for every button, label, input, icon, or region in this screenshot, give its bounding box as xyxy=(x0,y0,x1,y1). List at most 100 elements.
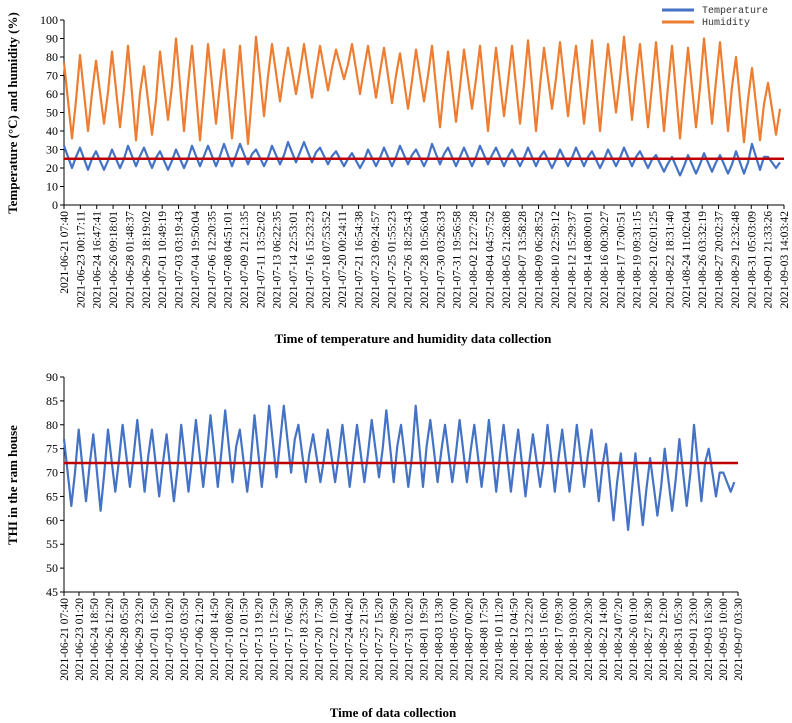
chart2-y-tick-label: 60 xyxy=(46,513,58,527)
chart2-y-axis-title: THI in the ram house xyxy=(5,425,20,545)
chart2-x-tick-label: 2021-08-15 16:00 xyxy=(538,598,550,681)
chart1-x-tick-label: 2021-06-24 16:47:41 xyxy=(92,211,104,309)
chart1-x-tick-label: 2021-07-28 10:56:04 xyxy=(419,211,431,309)
chart2-x-tick-label: 2021-07-20 17:30 xyxy=(314,598,326,681)
chart1-x-tick-label: 2021-08-16 00:30:27 xyxy=(599,211,611,309)
chart1-x-tick-label: 2021-09-01 21:33:26 xyxy=(763,211,775,309)
chart1-series-humidity-line xyxy=(62,35,782,145)
chart1-y-tick-label: 10 xyxy=(46,180,58,194)
chart2-x-tick-label: 2021-09-01 23:00 xyxy=(688,598,700,681)
chart2-x-tick-label: 2021-08-31 05:30 xyxy=(673,598,685,681)
chart2-x-tick-label: 2021-09-05 10:00 xyxy=(718,598,730,681)
chart1-y-tick-label: 0 xyxy=(52,198,58,212)
chart1-x-tick-label: 2021-07-26 18:25:43 xyxy=(403,211,415,309)
chart1-x-tick-label: 2021-07-09 21:21:35 xyxy=(239,211,251,309)
chart2-x-tick-label: 2021-08-27 18:30 xyxy=(643,598,655,681)
chart1-x-tick-label: 2021-08-29 12:32:48 xyxy=(730,211,742,309)
chart1-y-tick-label: 30 xyxy=(46,143,58,157)
chart1-x-tick-label: 2021-07-01 10:49:19 xyxy=(157,211,169,309)
chart2-x-tick-label: 2021-08-17 09:30 xyxy=(553,598,565,681)
chart1-x-tick-label: 2021-06-26 09:18:01 xyxy=(108,211,120,309)
chart2-x-axis-title: Time of data collection xyxy=(330,705,457,720)
chart2-y-tick-label: 85 xyxy=(46,394,58,408)
chart1-y-tick-label: 70 xyxy=(46,69,58,83)
chart1-y-tick-label: 90 xyxy=(46,32,58,46)
chart2-y-tick-label: 90 xyxy=(46,370,58,384)
thi-chart: THI in the ram house Time of data collec… xyxy=(0,360,792,723)
chart1-x-tick-label: 2021-07-06 12:20:35 xyxy=(206,211,218,309)
chart2-x-tick-label: 2021-08-08 17:50 xyxy=(478,598,490,681)
chart2-x-tick-label: 2021-08-05 07:00 xyxy=(448,598,460,681)
chart2-x-tick-label: 2021-06-21 07:40 xyxy=(59,598,71,681)
chart2-y-tick-label: 70 xyxy=(46,466,58,480)
chart2-x-tick-label: 2021-07-08 14:50 xyxy=(209,598,221,681)
chart2-x-tick-label: 2021-07-27 15:20 xyxy=(374,598,386,681)
thi-svg: THI in the ram house Time of data collec… xyxy=(5,370,745,720)
chart2-x-tick-label: 2021-06-23 01:20 xyxy=(74,598,86,681)
chart2-x-tick-label: 2021-07-13 19:20 xyxy=(254,598,266,681)
chart2-x-tick-label: 2021-08-07 00:20 xyxy=(463,598,475,681)
chart1-x-tick-label: 2021-07-31 19:56:58 xyxy=(452,211,464,309)
chart1-series-temperature-line xyxy=(62,141,781,177)
chart1-x-tick-label: 2021-06-29 18:19:02 xyxy=(141,211,153,309)
chart2-y-tick-label: 80 xyxy=(46,418,58,432)
chart2-x-tick-label: 2021-07-05 03:50 xyxy=(179,598,191,681)
chart2-x-tick-label: 2021-07-15 12:50 xyxy=(269,598,281,681)
chart1-y-axis-title: Temperature (°C) and humidity (%) xyxy=(5,12,20,214)
chart1-x-tick-label: 2021-08-12 15:29:37 xyxy=(566,211,578,309)
chart1-x-tick-label: 2021-08-17 17:00:51 xyxy=(615,211,627,309)
chart1-x-tick-label: 2021-07-03 03:19:43 xyxy=(174,211,186,309)
chart1-x-tick-label: 2021-07-08 04:51:01 xyxy=(223,211,235,309)
chart2-y-tick-label: 50 xyxy=(46,561,58,575)
chart2-x-tick-label: 2021-07-10 08:20 xyxy=(224,598,236,681)
chart2-x-tick-label: 2021-07-01 16:50 xyxy=(149,598,161,681)
chart2-x-tick-label: 2021-07-06 21:20 xyxy=(194,598,206,681)
chart2-x-tick-label: 2021-08-20 20:30 xyxy=(583,598,595,681)
chart1-x-tick-label: 2021-08-07 13:58:28 xyxy=(517,211,529,309)
chart1-x-tick-label: 2021-08-19 09:31:15 xyxy=(632,211,644,309)
chart1-x-tick-label: 2021-08-24 11:02:04 xyxy=(681,211,693,308)
chart1-x-tick-label: 2021-08-09 06:28:52 xyxy=(534,211,546,309)
chart1-y-tick-label: 50 xyxy=(46,106,58,120)
chart2-y-tick-label: 65 xyxy=(46,489,58,503)
chart2-x-tick-label: 2021-06-26 12:20 xyxy=(104,598,116,681)
chart1-x-tick-label: 2021-08-21 02:01:25 xyxy=(648,211,660,309)
chart2-y-tick-label: 75 xyxy=(46,442,58,456)
chart1-x-tick-label: 2021-06-28 01:48:37 xyxy=(124,211,136,309)
chart1-x-tick-label: 2021-07-11 13:52:02 xyxy=(255,211,267,308)
temperature-humidity-svg: Temperature (°C) and humidity (%) Time o… xyxy=(5,6,791,346)
chart1-x-tick-label: 2021-07-14 22:53:01 xyxy=(288,211,300,309)
chart2-x-tick-label: 2021-07-03 10:20 xyxy=(164,598,176,681)
chart1-x-tick-label: 2021-07-30 03:26:33 xyxy=(435,211,447,309)
chart2-x-tick-label: 2021-08-29 12:00 xyxy=(658,598,670,681)
chart1-x-tick-label: 2021-07-23 09:24:57 xyxy=(370,211,382,309)
chart2-x-tick-label: 2021-07-12 01:50 xyxy=(239,598,251,681)
chart1-x-tick-label: 2021-08-10 22:59:12 xyxy=(550,211,562,309)
chart1-y-tick-label: 60 xyxy=(46,87,58,101)
chart2-x-tick-label: 2021-08-24 07:20 xyxy=(613,598,625,681)
chart1-x-tick-label: 2021-07-16 15:23:23 xyxy=(304,211,316,309)
chart1-x-tick-label: 2021-08-14 08:00:01 xyxy=(583,211,595,309)
chart1-x-tick-label: 2021-08-26 03:32:19 xyxy=(697,211,709,309)
chart2-x-tick-label: 2021-08-13 22:20 xyxy=(523,598,535,681)
chart1-y-tick-label: 40 xyxy=(46,124,58,138)
chart2-x-tick-label: 2021-07-25 21:50 xyxy=(359,598,371,681)
chart1-x-tick-label: 2021-08-22 18:31:40 xyxy=(664,211,676,309)
chart1-x-tick-label: 2021-08-04 04:57:52 xyxy=(484,211,496,309)
chart2-x-tick-label: 2021-07-24 04:20 xyxy=(344,598,356,681)
chart2-x-tick-label: 2021-08-12 04:50 xyxy=(508,598,520,681)
chart2-x-tick-label: 2021-08-01 19:50 xyxy=(418,598,430,681)
chart2-x-tick-label: 2021-09-03 16:30 xyxy=(703,598,715,681)
chart2-x-tick-label: 2021-07-18 23:50 xyxy=(299,598,311,681)
chart2-x-tick-label: 2021-07-31 02:20 xyxy=(403,598,415,681)
chart2-x-tick-label: 2021-07-22 10:50 xyxy=(329,598,341,681)
chart1-x-tick-label: 2021-07-20 00:24:11 xyxy=(337,211,349,308)
chart1-x-tick-label: 2021-07-13 06:22:35 xyxy=(272,211,284,309)
chart1-y-tick-label: 20 xyxy=(46,161,58,175)
chart1-y-tick-label: 100 xyxy=(40,13,58,27)
temperature-humidity-chart: Temperature (°C) and humidity (%) Time o… xyxy=(0,0,792,350)
chart1-x-tick-label: 2021-07-25 01:55:23 xyxy=(386,211,398,309)
chart1-x-tick-label: 2021-08-27 20:02:37 xyxy=(714,211,726,309)
chart2-x-tick-label: 2021-08-26 01:00 xyxy=(628,598,640,681)
chart2-x-tick-label: 2021-08-03 13:30 xyxy=(433,598,445,681)
